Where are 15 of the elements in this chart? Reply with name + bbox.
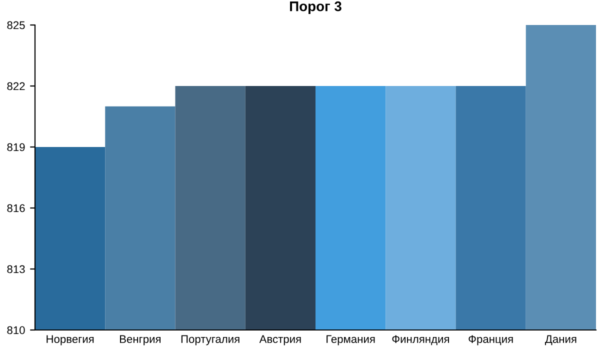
y-tick-label: 822 bbox=[7, 82, 25, 90]
x-tick-label: Португалия bbox=[181, 335, 240, 346]
y-tick-label: 816 bbox=[7, 204, 25, 212]
y-tick-label: 813 bbox=[7, 265, 25, 274]
x-tick-label: Венгрия bbox=[120, 335, 161, 346]
x-tick-label: Финляндия bbox=[392, 335, 449, 346]
x-tick-label: Франция bbox=[468, 335, 513, 346]
x-tick-label: Норвегия bbox=[46, 335, 94, 346]
y-tick-label: 819 bbox=[7, 143, 25, 152]
y-tick-label: 810 bbox=[7, 326, 25, 334]
x-tick-label: Дания bbox=[544, 335, 576, 346]
chart-title: Порог 3 bbox=[290, 1, 342, 14]
x-tick-label: Германия bbox=[326, 335, 375, 346]
y-tick-label: 825 bbox=[7, 21, 25, 30]
x-tick-label: Австрия bbox=[259, 335, 301, 346]
